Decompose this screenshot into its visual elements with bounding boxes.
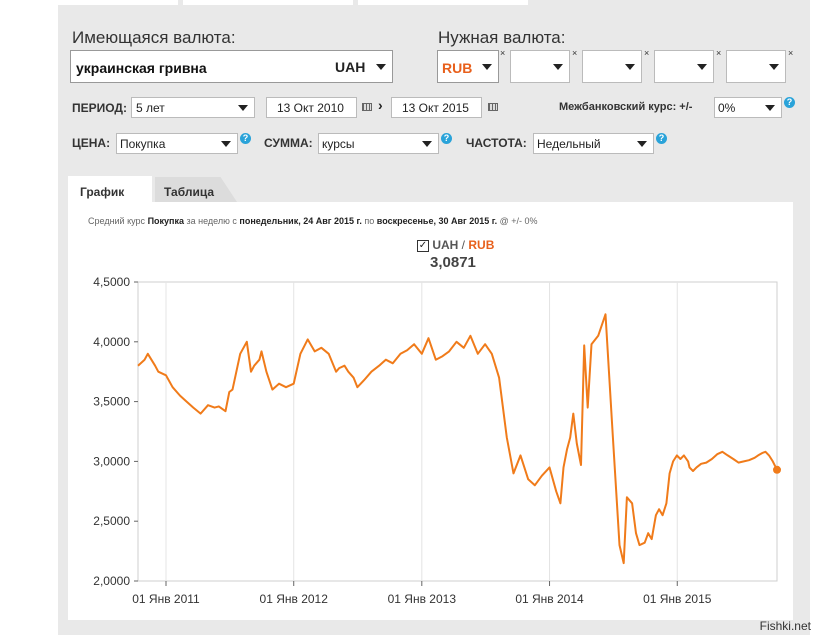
subtitle-text-4: @ +/- 0%: [499, 216, 538, 226]
sum-value: курсы: [322, 137, 355, 151]
plot-frame: [137, 281, 778, 582]
price-value: Покупка: [120, 137, 166, 151]
have-currency-value: украинская гривна: [76, 60, 207, 76]
sum-select[interactable]: курсы: [318, 133, 439, 154]
tab-graph-label: График: [80, 185, 125, 199]
x-tick-label: 01 Янв 2011: [132, 592, 200, 606]
need-currency-select-2[interactable]: [510, 50, 570, 83]
remove-currency-4-icon[interactable]: ×: [716, 48, 722, 58]
chevron-down-icon: [637, 140, 647, 147]
price-select[interactable]: Покупка: [116, 133, 238, 154]
price-label: ЦЕНА:: [72, 136, 111, 150]
arrow-right-icon: ›: [378, 97, 383, 113]
legend-base: UAH: [432, 238, 459, 252]
x-tick-label: 01 Янв 2012: [260, 592, 329, 606]
frequency-value: Недельный: [537, 137, 601, 151]
remove-currency-3-icon[interactable]: ×: [644, 48, 650, 58]
help-icon[interactable]: ?: [656, 133, 667, 144]
subtitle-text-1: Средний курс: [88, 216, 146, 226]
have-currency-label: Имеющаяся валюта:: [72, 28, 236, 47]
chevron-down-icon: [422, 140, 432, 147]
have-currency-code: UAH: [335, 59, 366, 75]
calendar-icon[interactable]: [488, 103, 498, 111]
subtitle-text-3: по: [364, 216, 375, 226]
legend-separator: /: [458, 238, 469, 252]
y-tick-label: 4,5000: [93, 275, 130, 289]
legend-checkbox[interactable]: ✓: [417, 239, 429, 252]
top-tab-strip: [58, 0, 810, 5]
subtitle-from: понедельник, 24 Авг 2015 г.: [239, 216, 362, 226]
tab-table-label: Таблица: [164, 185, 215, 199]
top-tab-3[interactable]: [358, 0, 528, 5]
chart-subtitle: Средний курс Покупка за неделю с понедел…: [88, 216, 538, 226]
line-chart: 2,0000 2,5000 3,0000 3,5000 4,0000 4,5000 01 Я…: [93, 275, 781, 606]
y-tick-label: 3,5000: [93, 395, 130, 409]
series-line-uah-rub: [137, 313, 778, 565]
chevron-down-icon: [553, 63, 563, 70]
chevron-down-icon: [376, 63, 386, 70]
remove-currency-2-icon[interactable]: ×: [572, 48, 578, 58]
subtitle-price: Покупка: [147, 216, 184, 226]
need-currency-label: Нужная валюта:: [438, 28, 566, 47]
y-tick-label: 4,0000: [93, 335, 130, 349]
interbank-label: Межбанковский курс: +/-: [559, 101, 693, 113]
chart-area: [68, 202, 793, 620]
sum-label: СУММА:: [264, 136, 313, 150]
remove-currency-5-icon[interactable]: ×: [788, 48, 794, 58]
legend-value: 3,0871: [430, 254, 476, 271]
frequency-select[interactable]: Недельный: [533, 133, 654, 154]
help-icon[interactable]: ?: [784, 97, 795, 108]
remove-currency-1-icon[interactable]: ×: [500, 48, 506, 58]
period-select[interactable]: 5 лет: [131, 97, 255, 118]
date-to-input[interactable]: 13 Окт 2015: [391, 97, 482, 118]
y-tick-label: 3,0000: [93, 454, 130, 468]
legend-quote: RUB: [468, 238, 495, 252]
series-end-point: [773, 465, 781, 474]
x-tick-label: 01 Янв 2014: [515, 592, 584, 606]
chevron-down-icon: [769, 63, 779, 70]
y-tick-label: 2,5000: [93, 514, 130, 528]
interbank-select[interactable]: 0%: [714, 97, 782, 118]
need-currency-select-1[interactable]: RUB: [437, 50, 499, 83]
period-label: ПЕРИОД:: [72, 101, 127, 115]
help-icon[interactable]: ?: [240, 133, 251, 144]
have-currency-select[interactable]: украинская гривна UAH: [70, 50, 393, 83]
need-currency-select-3[interactable]: [582, 50, 642, 83]
top-tab-1[interactable]: [58, 0, 178, 5]
period-value: 5 лет: [136, 101, 165, 115]
y-tick-label: 2,0000: [93, 574, 130, 588]
date-from-value: 13 Окт 2010: [277, 101, 344, 115]
chevron-down-icon: [221, 140, 231, 147]
chevron-down-icon: [765, 104, 775, 111]
chevron-down-icon: [625, 63, 635, 70]
chevron-down-icon: [482, 63, 492, 70]
need-currency-select-5[interactable]: [726, 50, 786, 83]
date-from-input[interactable]: 13 Окт 2010: [266, 97, 357, 118]
watermark: Fishki.net: [759, 619, 811, 633]
need-currency-code: RUB: [442, 60, 473, 76]
tab-graph[interactable]: График: [68, 176, 152, 204]
interbank-value: 0%: [718, 101, 736, 115]
calendar-icon[interactable]: [362, 103, 372, 111]
chart-legend[interactable]: ✓ UAH / RUB: [417, 238, 494, 252]
date-to-value: 13 Окт 2015: [402, 101, 469, 115]
need-currency-select-4[interactable]: [654, 50, 714, 83]
chevron-down-icon: [238, 104, 248, 111]
frequency-label: ЧАСТОТА:: [466, 136, 527, 150]
help-icon[interactable]: ?: [441, 133, 452, 144]
subtitle-to: воскресенье, 30 Авг 2015 г.: [376, 216, 498, 226]
chevron-down-icon: [697, 63, 707, 70]
x-tick-label: 01 Янв 2013: [388, 592, 457, 606]
top-tab-2[interactable]: [183, 0, 353, 5]
x-tick-label: 01 Янв 2015: [643, 592, 712, 606]
subtitle-text-2: за неделю с: [186, 216, 237, 226]
